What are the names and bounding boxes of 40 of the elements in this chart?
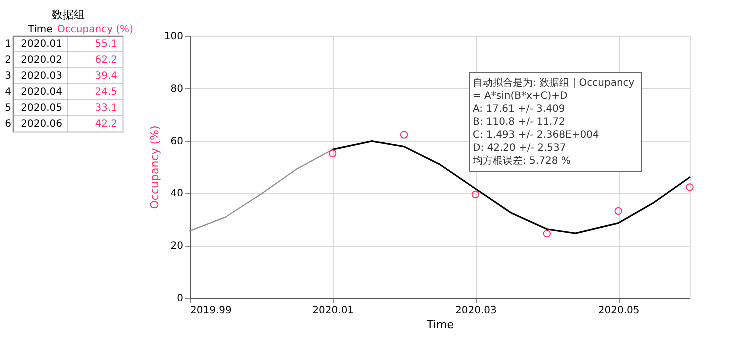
y-tick-label: 100: [164, 32, 184, 42]
annotation: 自动拟合是为: 数据组 | Occupancy: [473, 77, 635, 90]
data-label: 2020.04: [21, 87, 62, 98]
y-tick-label: 5: [5, 103, 12, 114]
data-label: 2020.03: [21, 71, 62, 82]
y-tick-label: 6: [5, 119, 12, 130]
y-tick-label: 4: [5, 87, 12, 98]
data-label: 42.2: [95, 119, 118, 130]
y-tick-label: 1: [5, 39, 12, 50]
chart-title: 数据组: [52, 8, 85, 22]
line-series: [332, 140, 691, 234]
x-tick-label: 2020.01: [312, 306, 354, 316]
data-label: 2020.06: [21, 119, 62, 130]
x-axis-title: Time: [426, 318, 454, 332]
annotation: B: 110.8 +/- 11.72: [473, 117, 566, 128]
data-label: 2020.02: [21, 55, 62, 66]
y-tick-label: 2: [5, 55, 12, 66]
y-tick-label: 20: [170, 241, 184, 252]
annotation: C: 1.493 +/- 2.368E+004: [473, 130, 600, 142]
x-tick-label: 2019.99: [190, 306, 232, 316]
data-label: 62.2: [95, 55, 118, 66]
annotation: D: 42.20 +/- 2.537: [473, 143, 566, 154]
data-label: 39.4: [95, 71, 118, 82]
line-series: [189, 149, 334, 232]
data-label: 2020.05: [21, 103, 62, 114]
annotation: = A*sin(B*x+C)+D: [473, 91, 568, 102]
y-axis-title: Occupancy (%): [148, 126, 162, 210]
data-label: 24.5: [95, 87, 118, 98]
y-tick-label: 40: [170, 188, 184, 200]
y-tick-label: 80: [170, 84, 184, 95]
x-tick-label: 2020.05: [598, 306, 640, 316]
data-label: 55.1: [95, 39, 118, 50]
y-tick-label: 0: [177, 294, 184, 304]
x-tick-label: 2020.03: [456, 306, 497, 316]
annotation: 均方根误差: 5.728 %: [472, 155, 571, 168]
y-tick-label: 60: [170, 136, 184, 148]
data-label: 2020.01: [21, 39, 62, 50]
annotation: A: 17.61 +/- 3.409: [473, 104, 566, 116]
data-label: 33.1: [95, 103, 118, 114]
y-tick-label: 3: [5, 71, 12, 82]
